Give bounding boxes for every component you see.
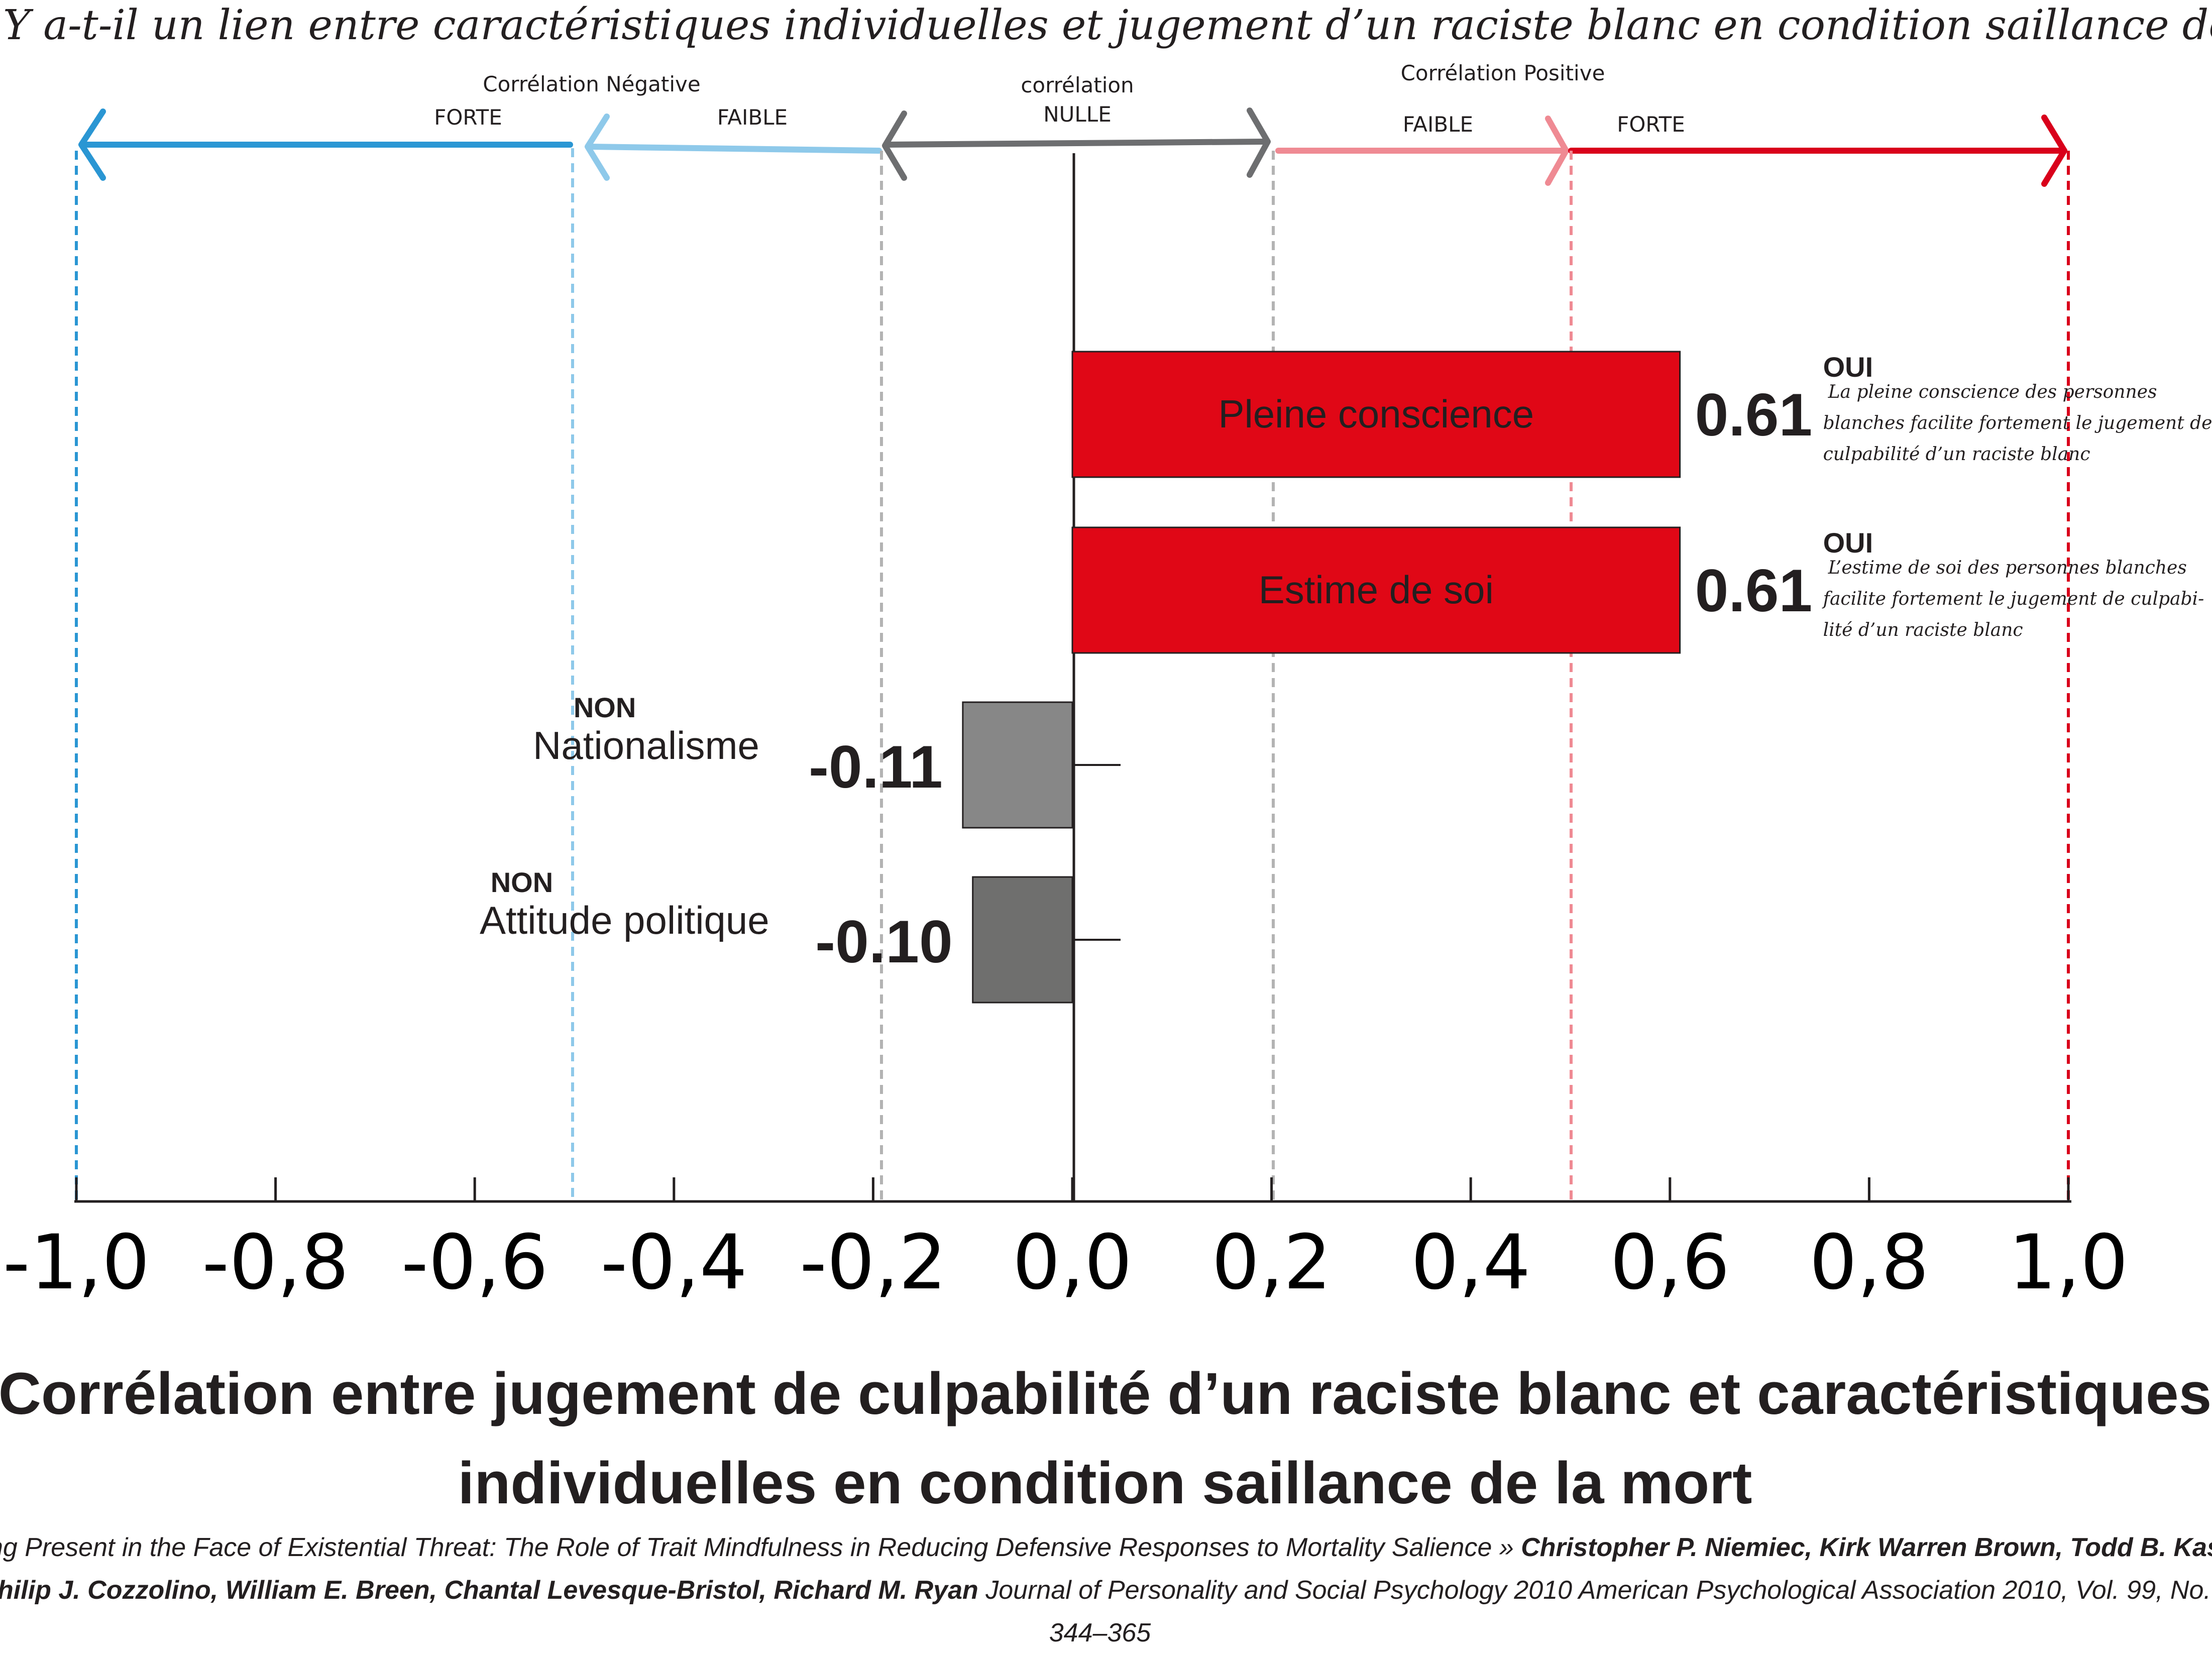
data-label: 0.61 — [1695, 557, 1813, 624]
zone-label-strong-negative: FORTE — [434, 105, 502, 130]
verdict-label: NON — [491, 866, 553, 898]
verdict-label: NON — [574, 692, 636, 723]
annotation-line: blanches facilite fortement le jugement … — [1823, 413, 2212, 433]
zone-label-strong-positive: FORTE — [1617, 112, 1685, 137]
bar — [962, 701, 1073, 829]
source-article-title: « Being Present in the Face of Existenti… — [0, 1533, 1521, 1562]
x-axis-ticks: -1,0 -0,8 -0,6 -0,4 -0,2 0,0 0,2 0,4 0,6 0,8 1,0 — [3, 1177, 2129, 1306]
null-correlation-label-top: corrélation — [1021, 73, 1134, 97]
data-label: -0.11 — [809, 733, 943, 801]
verdict-label: OUI — [1823, 527, 1873, 559]
positive-correlation-label: Corrélation Positive — [1401, 61, 1605, 85]
data-label: -0.10 — [815, 908, 953, 975]
annotation-line: La pleine conscience des personnes — [1828, 382, 2157, 402]
x-tick-label: -1,0 — [3, 1219, 150, 1306]
bar — [1071, 351, 1681, 478]
negative-correlation-label: Corrélation Négative — [483, 72, 700, 96]
data-label: 0.61 — [1695, 381, 1813, 449]
strong-negative-arrowhead — [78, 108, 106, 181]
annotation-line: facilite fortement le jugement de culpab… — [1822, 589, 2204, 609]
question-title: Y a-t-il un lien entre caractéristiques … — [3, 2, 2212, 49]
weak-positive-arrowhead — [1545, 116, 1569, 186]
x-tick-label: 0,6 — [1610, 1219, 1730, 1306]
x-tick-label: -0,8 — [202, 1219, 349, 1306]
zone-label-weak-positive: FAIBLE — [1403, 112, 1473, 137]
null-arrowhead-right — [1247, 107, 1271, 178]
verdict-label: OUI — [1823, 351, 1873, 383]
zone-label-weak-negative: FAIBLE — [717, 105, 788, 130]
source-authors-1: Christopher P. Niemiec, Kirk Warren Brow… — [1521, 1533, 2212, 1562]
bar — [972, 876, 1073, 1004]
x-tick-label: -0,4 — [600, 1219, 747, 1306]
annotation-line: culpabilité d’un raciste blanc — [1823, 444, 2090, 465]
bar-label: Attitude politique — [480, 898, 769, 942]
bar — [1071, 526, 1681, 654]
annotation-line: lité d’un raciste blanc — [1823, 620, 2023, 640]
x-tick-label: -0,6 — [401, 1219, 548, 1306]
source-line-2: Philip J. Cozzolino, William E. Breen, C… — [0, 1576, 2212, 1605]
null-correlation-label-bottom: NULLE — [1043, 102, 1112, 127]
bar-label: Estime de soi — [1259, 568, 1494, 612]
x-tick-label: 0,2 — [1211, 1219, 1332, 1306]
annotation-line: L’estime de soi des personnes blanches — [1828, 558, 2187, 578]
x-tick-label: -0,2 — [800, 1219, 947, 1306]
x-tick-label: 0,4 — [1411, 1219, 1531, 1306]
x-tick-label: 1,0 — [2009, 1219, 2129, 1306]
weak-negative-arrow — [587, 144, 882, 154]
null-arrow — [885, 139, 1266, 148]
zone-arrows — [78, 107, 2067, 187]
bar-label: Nationalisme — [533, 723, 759, 767]
source-line-3: 344–365 — [1049, 1618, 1152, 1647]
source-journal: Journal of Personality and Social Psycho… — [978, 1576, 2212, 1605]
strong-positive-arrowhead — [2041, 115, 2067, 187]
chart-caption-line-2: individuelles en condition saillance de … — [458, 1450, 1752, 1516]
source-authors-2: Philip J. Cozzolino, William E. Breen, C… — [0, 1576, 978, 1605]
bar-label: Pleine conscience — [1218, 392, 1534, 436]
null-arrowhead-left — [882, 111, 907, 181]
weak-negative-arrowhead — [585, 114, 610, 181]
x-tick-label: 0,8 — [1809, 1219, 1929, 1306]
zone-boundaries — [75, 148, 2070, 1201]
chart-caption-line-1: Corrélation entre jugement de culpabilit… — [0, 1361, 2211, 1427]
x-tick-label: 0,0 — [1013, 1219, 1133, 1306]
source-line-1: « Being Present in the Face of Existenti… — [0, 1533, 2212, 1562]
